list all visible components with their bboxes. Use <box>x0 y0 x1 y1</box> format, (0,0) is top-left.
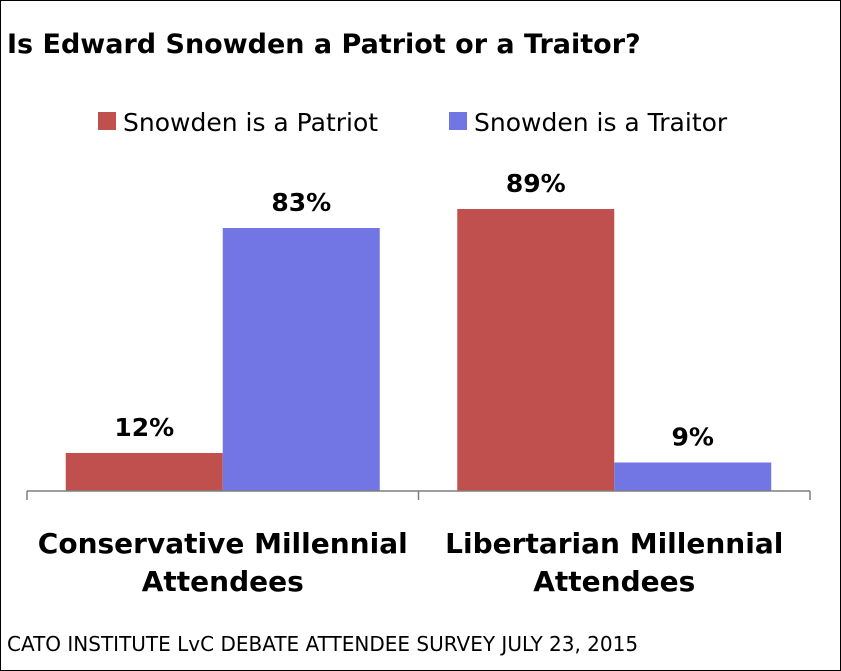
category-label-line: Attendees <box>142 565 304 598</box>
bar-patriot-0 <box>65 452 223 491</box>
category-label-line: Libertarian Millennial <box>445 527 783 560</box>
data-label-patriot-1: 89% <box>506 169 566 198</box>
bar-traitor-0 <box>222 228 380 491</box>
data-label-traitor-1: 9% <box>672 422 714 451</box>
legend-label-traitor: Snowden is a Traitor <box>474 108 728 137</box>
legend-swatch-patriot <box>98 112 116 130</box>
source-note: CATO INSTITUTE LvC DEBATE ATTENDEE SURVE… <box>7 632 638 656</box>
legend-swatch-traitor <box>449 112 467 130</box>
chart-title: Is Edward Snowden a Patriot or a Traitor… <box>7 29 641 60</box>
bar-traitor-1 <box>614 462 772 491</box>
category-label-0: Conservative Millennial Attendees <box>38 527 408 598</box>
data-label-patriot-0: 12% <box>114 413 174 442</box>
category-label-line: Conservative Millennial <box>38 527 408 560</box>
bar-patriot-1 <box>457 209 615 491</box>
bars: 12% 83% 89% 9% <box>65 169 772 491</box>
category-label-1: Libertarian Millennial Attendees <box>445 527 783 598</box>
legend: Snowden is a Patriot Snowden is a Traitor <box>98 108 728 137</box>
legend-label-patriot: Snowden is a Patriot <box>123 108 378 137</box>
x-axis: Conservative Millennial AttendeesLibertar… <box>26 490 811 598</box>
category-label-line: Attendees <box>533 565 695 598</box>
data-label-traitor-0: 83% <box>271 188 331 217</box>
